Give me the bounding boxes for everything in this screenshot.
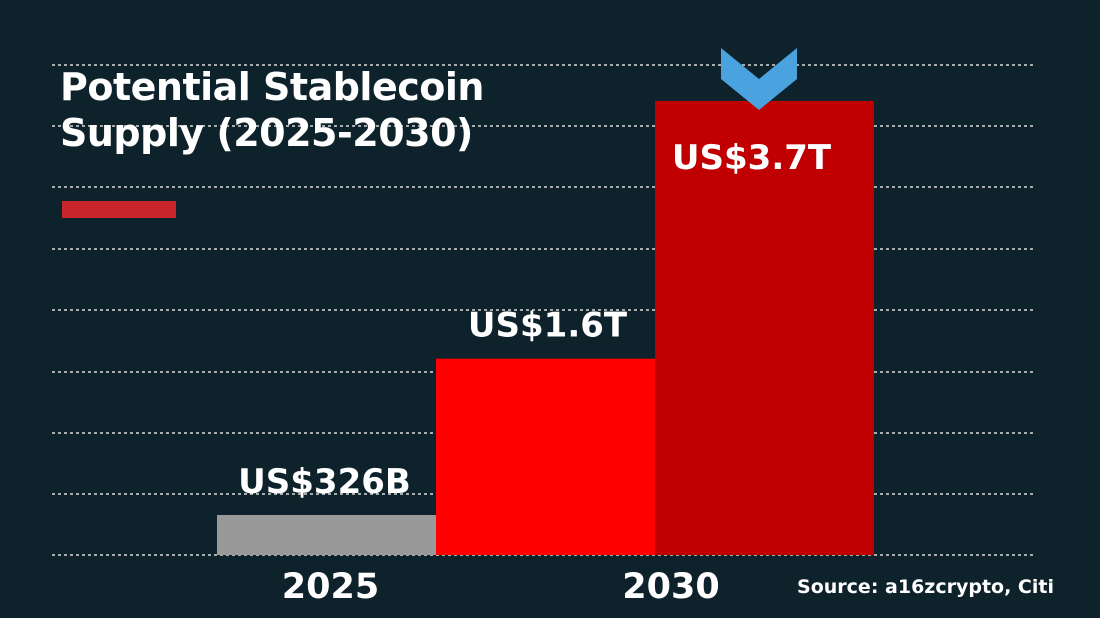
bar	[217, 514, 436, 555]
chart-title-line-2: Supply (2025-2030)	[60, 111, 473, 155]
data-label: US$3.7T	[672, 138, 832, 178]
data-labels: US$326B US$1.6T US$3.7T	[238, 138, 832, 502]
x-tick-label: 2030	[622, 567, 719, 607]
data-label: US$326B	[238, 462, 411, 502]
title-accent-bar	[62, 201, 176, 218]
bars	[217, 101, 874, 555]
source-note: Source: a16zcrypto, Citi	[797, 576, 1054, 598]
x-tick-label: 2025	[282, 567, 379, 607]
bar	[436, 358, 655, 555]
bar	[655, 101, 874, 555]
chart-title-line-1: Potential Stablecoin	[60, 65, 484, 109]
chart-title: Potential Stablecoin Supply (2025-2030)	[60, 64, 484, 156]
data-label: US$1.6T	[468, 306, 628, 346]
x-axis-labels: 2025 2030	[282, 567, 720, 607]
chevron-down-icon	[721, 48, 797, 110]
